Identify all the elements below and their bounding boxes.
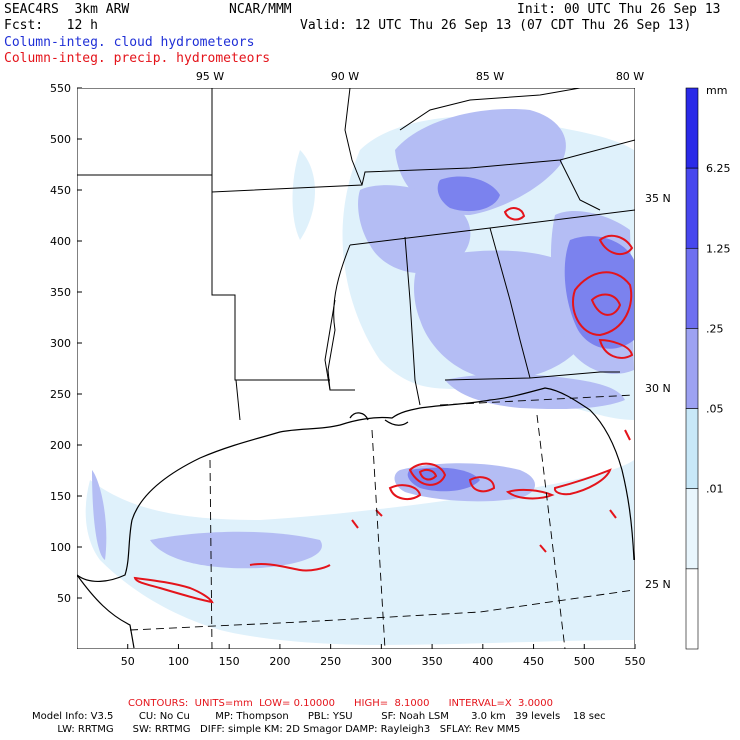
precip-field-legend: Column-integ. precip. hydrometeors bbox=[4, 51, 271, 66]
x-tick-label: 450 bbox=[523, 655, 544, 668]
colorbar-label: .25 bbox=[706, 322, 724, 335]
colorbar-band bbox=[685, 488, 699, 570]
colorbar-band bbox=[685, 87, 699, 169]
y-tick-label: 200 bbox=[50, 439, 71, 452]
colorbar-label: 1.25 bbox=[706, 242, 731, 255]
colorbar-band bbox=[685, 328, 699, 409]
center-label: NCAR/MMM bbox=[229, 2, 292, 17]
x-tick-label: 400 bbox=[472, 655, 493, 668]
valid-time: Valid: 12 UTC Thu 26 Sep 13 (07 CDT Thu … bbox=[300, 18, 692, 33]
latitude-labels: 35 N 30 N 25 N bbox=[645, 192, 671, 591]
coastline bbox=[77, 387, 635, 649]
latitude-label: 35 N bbox=[645, 192, 671, 205]
colorbar-band bbox=[685, 408, 699, 490]
cloud-field-legend: Column-integ. cloud hydrometeors bbox=[4, 35, 255, 50]
graticule bbox=[129, 394, 635, 649]
x-tick-label: 150 bbox=[219, 655, 240, 668]
x-tick-label: 350 bbox=[422, 655, 443, 668]
colorbar-band bbox=[685, 247, 699, 329]
y-tick-label: 550 bbox=[50, 82, 71, 95]
y-tick-label: 450 bbox=[50, 184, 71, 197]
plot-area bbox=[77, 88, 635, 649]
longitude-label: 90 W bbox=[331, 70, 359, 83]
precip-contours bbox=[133, 207, 634, 604]
x-tick-label: 200 bbox=[269, 655, 290, 668]
forecast-hour: Fcst: 12 h bbox=[4, 18, 98, 33]
x-tick-label: 100 bbox=[168, 655, 189, 668]
x-tick-label: 500 bbox=[574, 655, 595, 668]
y-tick-label: 250 bbox=[50, 388, 71, 401]
y-tick-label: 100 bbox=[50, 541, 71, 554]
latitude-label: 30 N bbox=[645, 382, 671, 395]
colorbar-label: .01 bbox=[706, 483, 724, 496]
x-tick-label: 50 bbox=[121, 655, 135, 668]
y-tick-label: 400 bbox=[50, 235, 71, 248]
colorbar-unit: mm bbox=[706, 84, 727, 97]
longitude-label: 95 W bbox=[196, 70, 224, 83]
cloud-strong-shading bbox=[407, 176, 634, 492]
y-tick-label: 350 bbox=[50, 286, 71, 299]
x-tick-label: 250 bbox=[320, 655, 341, 668]
state-boundaries bbox=[77, 88, 635, 421]
colorbar-label: .05 bbox=[706, 403, 724, 416]
y-tick-label: 150 bbox=[50, 490, 71, 503]
longitude-label: 80 W bbox=[616, 70, 644, 83]
x-tick-label: 550 bbox=[625, 655, 646, 668]
longitude-label: 85 W bbox=[476, 70, 504, 83]
contours-info: CONTOURS: UNITS=mm LOW= 0.10000 HIGH= 8.… bbox=[128, 698, 554, 709]
y-tick-label: 300 bbox=[50, 337, 71, 350]
model-info-line-2: LW: RRTMG SW: RRTMG DIFF: simple KM: 2D … bbox=[32, 724, 521, 735]
y-axis: 50 100 150 200 250 300 350 400 450 500 550 bbox=[50, 82, 82, 605]
latitude-label: 25 N bbox=[645, 578, 671, 591]
colorbar-label: 6.25 bbox=[706, 162, 731, 175]
init-time: Init: 00 UTC Thu 26 Sep 13 bbox=[517, 2, 721, 17]
colorbar-band bbox=[685, 167, 699, 249]
colorbar: mm 6.25 1.25 .25 .05 .01 bbox=[685, 84, 731, 650]
x-tick-label: 300 bbox=[371, 655, 392, 668]
y-tick-label: 500 bbox=[50, 133, 71, 146]
model-title: SEAC4RS 3km ARW bbox=[4, 2, 130, 17]
colorbar-band bbox=[685, 568, 699, 650]
y-tick-label: 50 bbox=[57, 592, 71, 605]
x-axis: 50 100 150 200 250 300 350 400 450 500 550 bbox=[121, 644, 646, 668]
model-info-line-1: Model Info: V3.5 CU: No Cu MP: Thompson … bbox=[32, 711, 606, 722]
longitude-labels: 95 W 90 W 85 W 80 W bbox=[196, 70, 644, 83]
